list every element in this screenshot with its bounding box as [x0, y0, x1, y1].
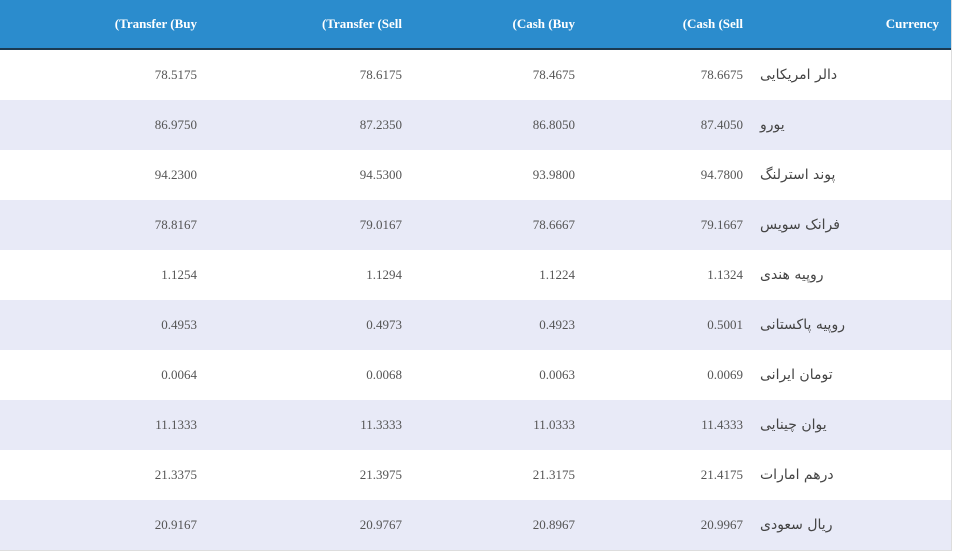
rate-cell: 87.2350	[359, 117, 402, 132]
currency-name: یوان چینایی	[760, 417, 827, 433]
rate-cell: 11.3333	[360, 417, 402, 432]
currency-name: پوند استرلنگ	[760, 167, 836, 183]
rate-cell: 0.0069	[707, 367, 743, 382]
table-header: (Transfer (Buy (Transfer (Sell (Cash (Buy (…	[0, 0, 951, 50]
table-row: 86.9750 87.2350 86.8050 87.4050 یورو	[0, 100, 951, 150]
currency-name: فرانک سویس	[760, 217, 840, 233]
currency-name: تومان ایرانی	[760, 367, 833, 383]
rate-cell: 78.8167	[154, 217, 197, 232]
currency-name: یورو	[760, 117, 785, 133]
rate-cell: 11.0333	[533, 417, 575, 432]
rate-cell: 78.5175	[154, 67, 197, 82]
column-header: Currency	[885, 16, 939, 31]
rate-cell: 94.7800	[700, 167, 743, 182]
rate-cell: 1.1254	[161, 267, 197, 282]
rate-cell: 0.4953	[161, 317, 197, 332]
column-header: (Cash (Sell	[682, 16, 743, 31]
rate-cell: 1.1294	[366, 267, 402, 282]
table-row: 0.4953 0.4973 0.4923 0.5001 روپیه پاکستانی	[0, 300, 951, 350]
rate-cell: 93.9800	[532, 167, 575, 182]
rate-cell: 0.0068	[366, 367, 402, 382]
rate-cell: 78.6667	[532, 217, 575, 232]
rate-cell: 1.1324	[707, 267, 743, 282]
rate-cell: 21.4175	[700, 467, 743, 482]
rate-cell: 0.4923	[539, 317, 575, 332]
rate-cell: 20.9767	[359, 517, 402, 532]
rate-cell: 94.2300	[154, 167, 197, 182]
table-row: 0.0064 0.0068 0.0063 0.0069 تومان ایرانی	[0, 350, 951, 400]
currency-name: روپیه هندی	[760, 267, 824, 283]
rate-cell: 0.0063	[539, 367, 575, 382]
currency-name: دالر امریکایی	[760, 67, 838, 83]
column-header: (Transfer (Buy	[114, 16, 197, 31]
table-row: 94.2300 94.5300 93.9800 94.7800 پوند استرلنگ	[0, 150, 951, 200]
table-row: 21.3375 21.3975 21.3175 21.4175 درهم امارات	[0, 450, 951, 500]
rate-cell: 21.3175	[532, 467, 575, 482]
rate-cell: 0.5001	[707, 317, 743, 332]
rate-cell: 20.8967	[532, 517, 575, 532]
rate-cell: 20.9167	[154, 517, 197, 532]
column-header: (Transfer (Sell	[321, 16, 402, 31]
rate-cell: 1.1224	[539, 267, 575, 282]
rate-cell: 86.9750	[154, 117, 197, 132]
column-header: (Cash (Buy	[512, 16, 576, 31]
table-row: 78.8167 79.0167 78.6667 79.1667 فرانک سویس	[0, 200, 951, 250]
rate-cell: 94.5300	[359, 167, 402, 182]
rate-cell: 11.4333	[701, 417, 743, 432]
rate-cell: 79.0167	[359, 217, 402, 232]
rate-cell: 0.4973	[366, 317, 402, 332]
table-row: 11.1333 11.3333 11.0333 11.4333 یوان چینایی	[0, 400, 951, 450]
table-row: 20.9167 20.9767 20.8967 20.9967 ریال سعودی	[0, 500, 951, 550]
table-row: 1.1254 1.1294 1.1224 1.1324 روپیه هندی	[0, 250, 951, 300]
rate-cell: 20.9967	[700, 517, 743, 532]
rate-cell: 78.6175	[359, 67, 402, 82]
rate-cell: 21.3375	[154, 467, 197, 482]
currency-name: روپیه پاکستانی	[760, 317, 845, 333]
rate-cell: 0.0064	[161, 367, 197, 382]
rate-cell: 79.1667	[700, 217, 743, 232]
currency-name: درهم امارات	[760, 467, 834, 483]
rate-cell: 87.4050	[700, 117, 743, 132]
currency-name: ریال سعودی	[760, 517, 833, 533]
rate-cell: 78.4675	[532, 67, 575, 82]
rate-cell: 21.3975	[359, 467, 402, 482]
rate-cell: 11.1333	[155, 417, 197, 432]
table-row: 78.5175 78.6175 78.4675 78.6675 دالر امریکای…	[0, 50, 951, 100]
rate-cell: 86.8050	[532, 117, 575, 132]
rate-cell: 78.6675	[700, 67, 743, 82]
